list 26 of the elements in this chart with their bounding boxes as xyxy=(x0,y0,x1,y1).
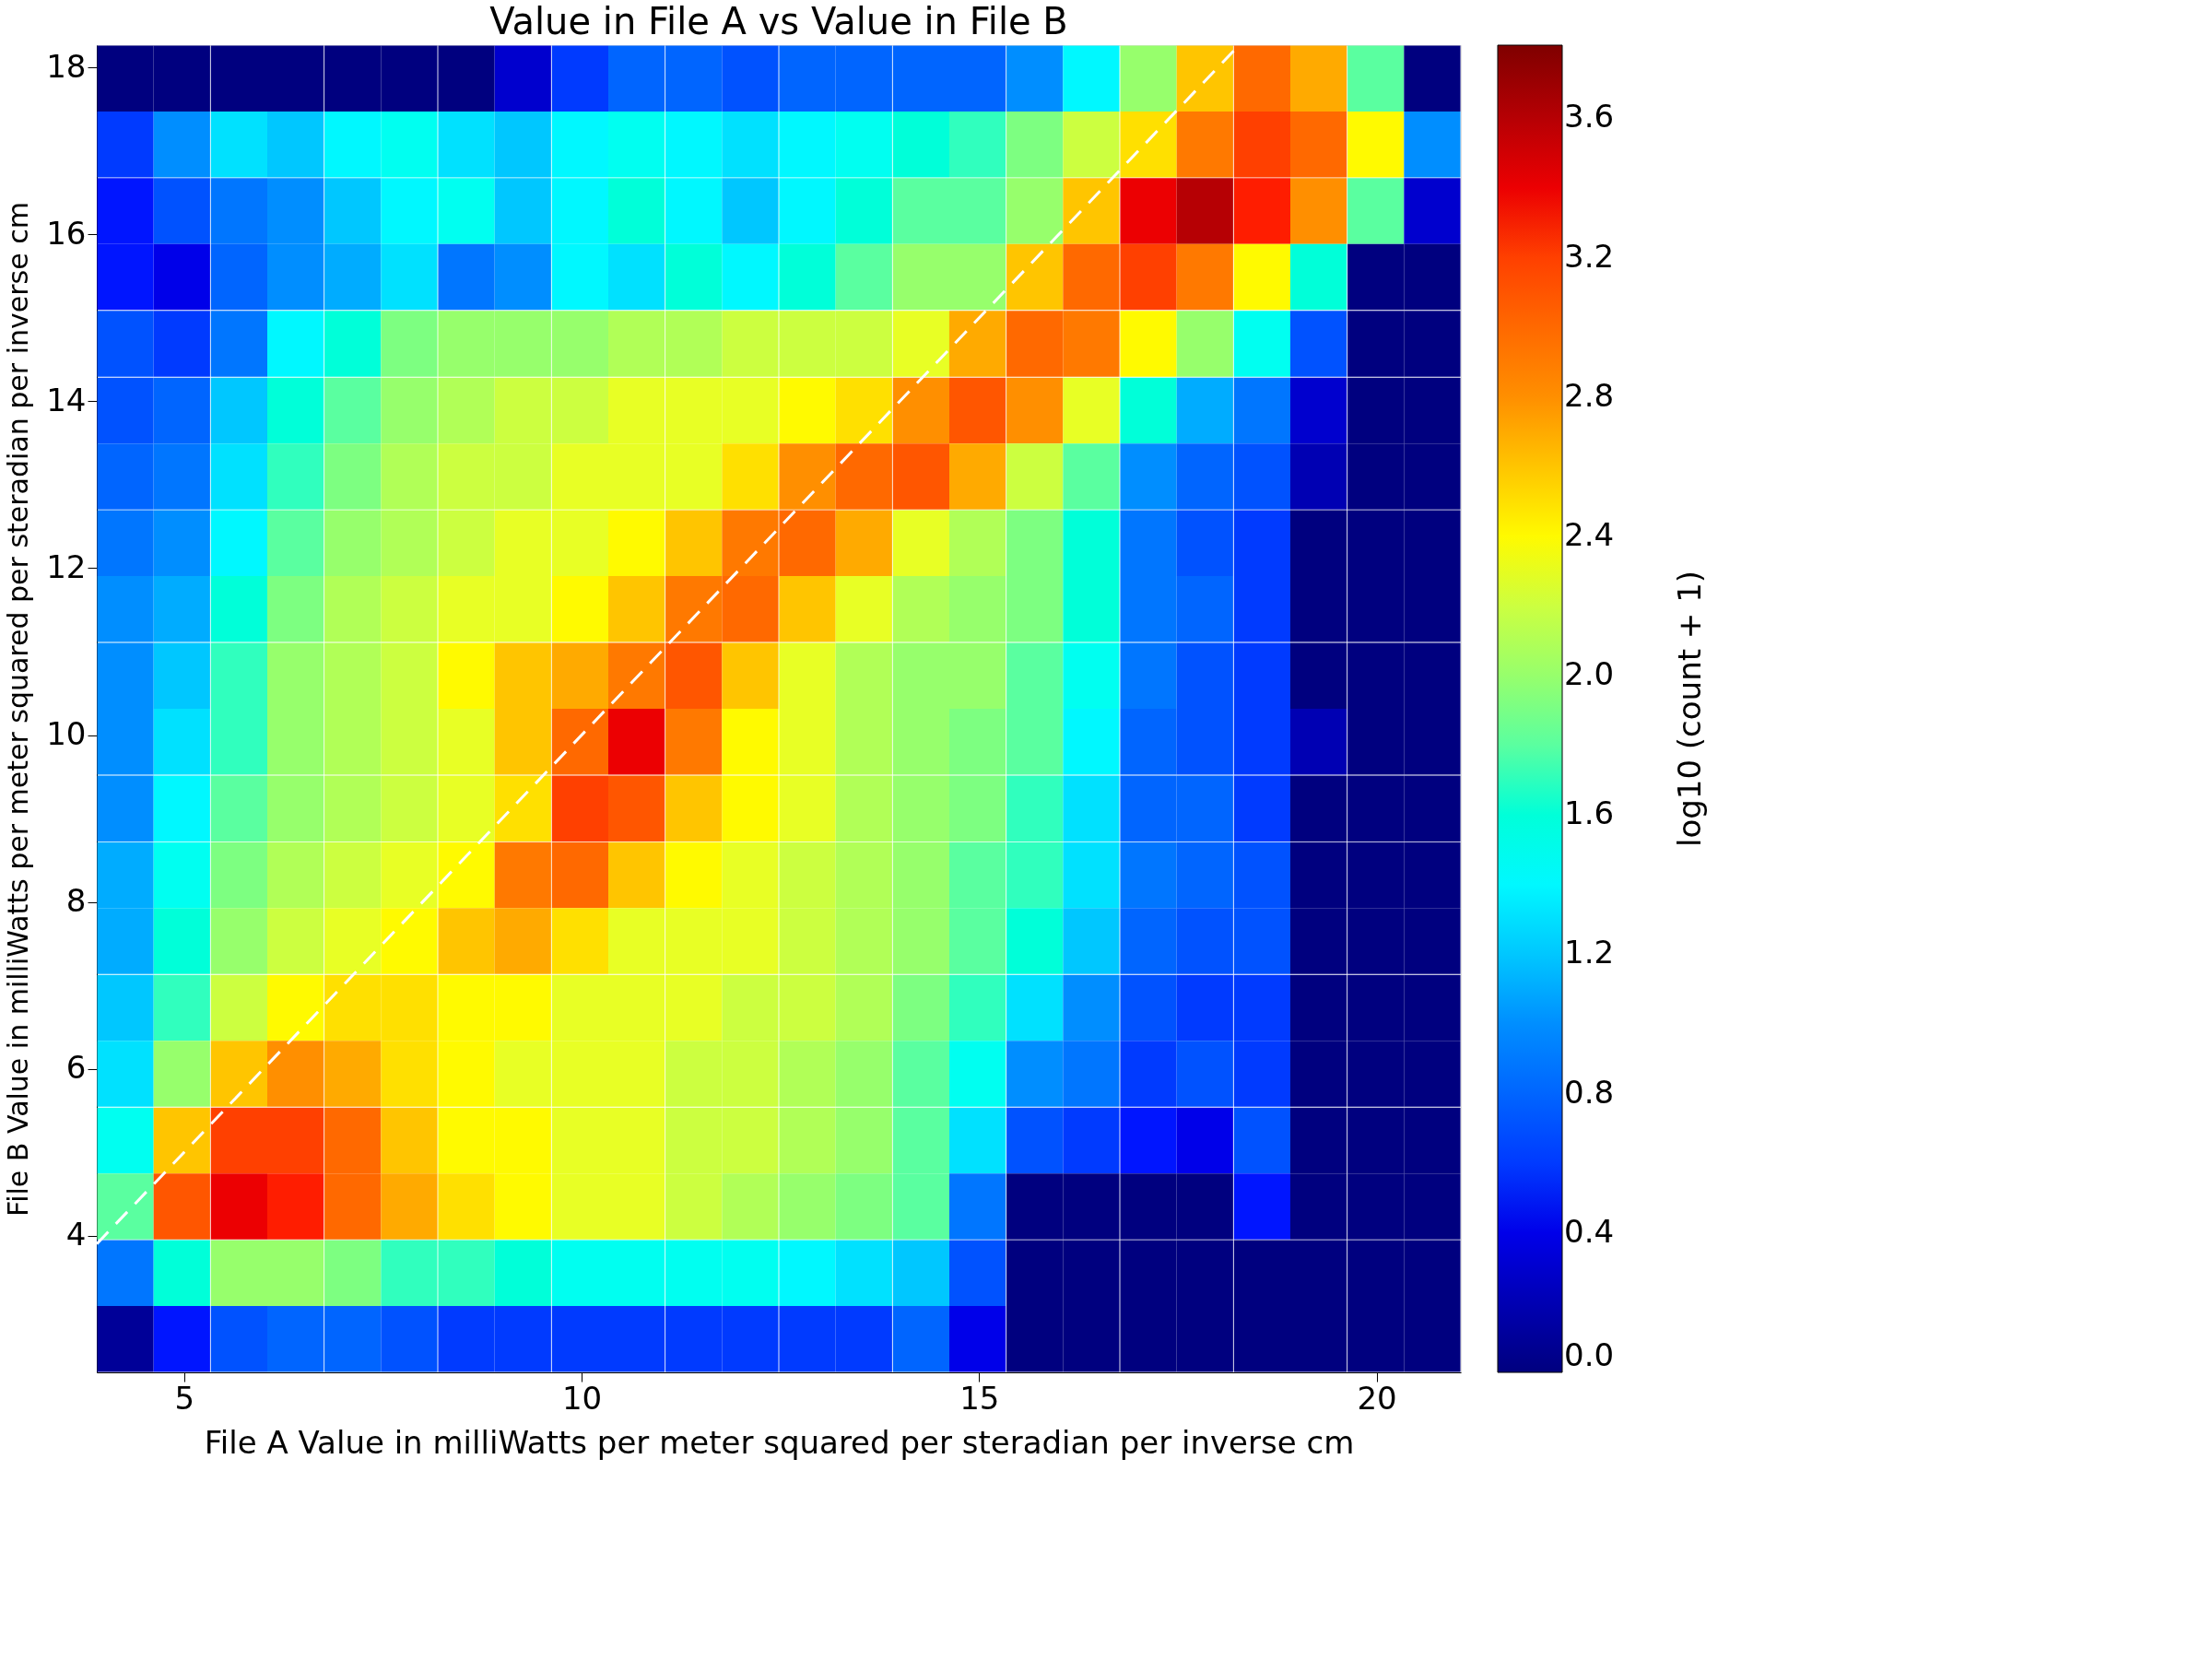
x-tick-label: 5 xyxy=(174,1379,195,1417)
y-tick-label: 6 xyxy=(65,1049,87,1087)
color-bar-label: 2.8 xyxy=(1564,376,1615,414)
color-bar-label: 1.6 xyxy=(1564,794,1615,832)
y-tick-label: 16 xyxy=(46,214,87,252)
y-tick-label: 10 xyxy=(46,715,87,753)
x-tick-label: 10 xyxy=(561,1379,603,1417)
color-bar-label: 3.2 xyxy=(1564,237,1615,275)
y-tick-label: 18 xyxy=(46,47,87,85)
x-tick-label: 15 xyxy=(959,1379,1000,1417)
x-tick-label: 20 xyxy=(1357,1379,1397,1417)
chart-title: Value in File A vs Value in File B xyxy=(489,0,1068,42)
color-bar-label: 0.8 xyxy=(1564,1073,1615,1111)
color-bar-label: 3.6 xyxy=(1564,98,1615,135)
color-bar-title: log10 (count + 1) xyxy=(1671,570,1708,848)
color-bar-label: 2.0 xyxy=(1564,655,1615,693)
y-tick-label: 12 xyxy=(46,547,87,585)
y-tick-label: 4 xyxy=(65,1216,87,1253)
y-tick-label: 14 xyxy=(46,381,87,418)
color-bar-label: 0.4 xyxy=(1564,1212,1615,1250)
y-axis-title: File B Value in milliWatts per meter squared per steradian per inverse cm xyxy=(2,202,35,1217)
color-bar-label: 1.2 xyxy=(1564,934,1615,971)
color-bar-label: 2.4 xyxy=(1564,515,1615,553)
x-axis-title: File A Value in milliWatts per meter squared per steradian per inverse cm xyxy=(204,1423,1355,1461)
y-tick-label: 8 xyxy=(65,882,87,920)
color-bar-label: 0.0 xyxy=(1564,1336,1615,1373)
